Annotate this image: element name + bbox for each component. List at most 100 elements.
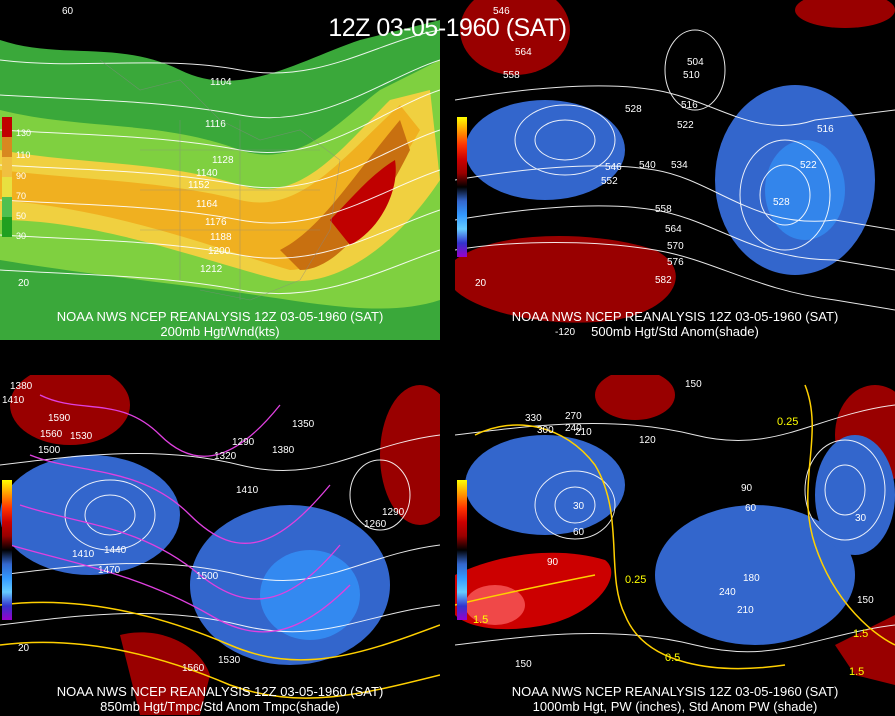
panel-500mb: 564 558 546 510 504 516 528 522 546 540 … [455, 0, 895, 340]
legend-label: 30 [16, 231, 27, 241]
svg-text:1176: 1176 [205, 217, 227, 228]
svg-text:60: 60 [745, 503, 757, 514]
svg-text:90: 90 [741, 483, 753, 494]
svg-text:-120: -120 [555, 327, 575, 338]
svg-text:180: 180 [743, 573, 760, 584]
svg-text:516: 516 [817, 124, 834, 135]
svg-text:552: 552 [601, 176, 618, 187]
svg-text:1290: 1290 [232, 437, 255, 448]
panel-caption-source: NOAA NWS NCEP REANALYSIS 12Z 03-05-1960 … [511, 309, 839, 324]
svg-text:1590: 1590 [48, 413, 71, 424]
svg-text:1380: 1380 [10, 381, 33, 392]
svg-text:570: 570 [667, 241, 684, 252]
svg-text:0.25: 0.25 [777, 416, 798, 428]
map-1000mb: 330 300 270 240 210 150 120 90 60 30 180… [455, 375, 895, 685]
legend-label: 50 [16, 211, 27, 221]
svg-text:1.5: 1.5 [849, 666, 864, 678]
map-title: 12Z 03-05-1960 (SAT) [328, 14, 567, 42]
map-200mb: 1104 1116 1128 1140 1152 1164 1176 1188 … [0, 6, 440, 340]
map-850mb: 1380 1410 1560 1590 1530 1500 1350 1320 … [0, 375, 440, 715]
svg-text:240: 240 [565, 423, 582, 434]
svg-text:300: 300 [537, 425, 554, 436]
svg-text:120: 120 [639, 435, 656, 446]
svg-text:1104: 1104 [210, 77, 232, 88]
svg-text:0.25: 0.25 [625, 574, 646, 586]
svg-text:270: 270 [565, 411, 582, 422]
svg-text:546: 546 [493, 6, 510, 17]
svg-text:30: 30 [855, 513, 867, 524]
svg-text:1200: 1200 [208, 246, 231, 257]
svg-text:150: 150 [857, 595, 874, 606]
svg-text:546: 546 [605, 162, 622, 173]
svg-text:522: 522 [800, 160, 817, 171]
svg-text:240: 240 [719, 587, 736, 598]
svg-text:20: 20 [18, 278, 30, 289]
svg-text:534: 534 [671, 160, 688, 171]
svg-text:1350: 1350 [292, 419, 315, 430]
svg-text:60: 60 [62, 6, 74, 17]
svg-text:1410: 1410 [2, 395, 25, 406]
legend-label: 130 [16, 128, 32, 138]
svg-text:1140: 1140 [196, 168, 218, 179]
svg-text:1.5: 1.5 [853, 628, 868, 640]
svg-text:576: 576 [667, 257, 684, 268]
svg-text:150: 150 [515, 659, 532, 670]
svg-text:330: 330 [525, 413, 542, 424]
svg-text:522: 522 [677, 120, 694, 131]
panel-caption-field: 500mb Hgt/Std Anom(shade) [591, 324, 759, 339]
panel-1000mb: 330 300 270 240 210 150 120 90 60 30 180… [455, 375, 895, 715]
panel-caption-field: 200mb Hgt/Wnd(kts) [160, 324, 280, 339]
svg-text:1560: 1560 [40, 429, 63, 440]
panel-850mb: 1380 1410 1560 1590 1530 1500 1350 1320 … [0, 375, 440, 715]
svg-text:1128: 1128 [212, 155, 234, 166]
svg-text:582: 582 [655, 275, 672, 286]
svg-text:0.5: 0.5 [665, 652, 680, 664]
svg-text:150: 150 [685, 379, 702, 390]
svg-text:1500: 1500 [38, 445, 61, 456]
map-500mb: 564 558 546 510 504 516 528 522 546 540 … [455, 0, 895, 338]
svg-text:1530: 1530 [70, 431, 93, 442]
svg-text:558: 558 [503, 70, 520, 81]
svg-text:20: 20 [475, 278, 487, 289]
svg-text:1.5: 1.5 [473, 614, 488, 626]
svg-text:1212: 1212 [200, 264, 223, 275]
svg-text:540: 540 [639, 160, 656, 171]
svg-text:504: 504 [687, 57, 704, 68]
svg-text:564: 564 [665, 224, 682, 235]
panel-caption-field: 850mb Hgt/Tmpc/Std Anom Tmpc(shade) [100, 699, 340, 714]
svg-text:60: 60 [573, 527, 585, 538]
svg-text:210: 210 [575, 427, 592, 438]
svg-text:516: 516 [681, 100, 698, 111]
panel-caption-source: NOAA NWS NCEP REANALYSIS 12Z 03-05-1960 … [511, 684, 839, 699]
svg-text:1116: 1116 [205, 119, 226, 130]
svg-text:1188: 1188 [210, 232, 232, 243]
svg-text:1320: 1320 [214, 451, 237, 462]
svg-text:90: 90 [547, 557, 559, 568]
svg-text:528: 528 [625, 104, 642, 115]
svg-text:1152: 1152 [188, 180, 210, 191]
panel-caption-source: NOAA NWS NCEP REANALYSIS 12Z 03-05-1960 … [56, 309, 384, 324]
svg-text:1164: 1164 [196, 199, 218, 210]
svg-text:558: 558 [655, 204, 672, 215]
svg-text:1380: 1380 [272, 445, 295, 456]
svg-text:1440: 1440 [104, 545, 127, 556]
svg-text:528: 528 [773, 197, 790, 208]
svg-text:564: 564 [515, 47, 532, 58]
svg-text:30: 30 [573, 501, 585, 512]
svg-text:1410: 1410 [72, 549, 95, 560]
svg-text:1410: 1410 [236, 485, 259, 496]
panel-200mb: 1104 1116 1128 1140 1152 1164 1176 1188 … [0, 0, 440, 340]
svg-text:1260: 1260 [364, 519, 387, 530]
svg-text:1470: 1470 [98, 565, 121, 576]
svg-text:20: 20 [18, 643, 30, 654]
panel-caption-source: NOAA NWS NCEP REANALYSIS 12Z 03-05-1960 … [56, 684, 384, 699]
svg-text:1530: 1530 [218, 655, 241, 666]
legend-label: 90 [16, 171, 27, 181]
svg-text:510: 510 [683, 70, 700, 81]
svg-text:1290: 1290 [382, 507, 405, 518]
svg-text:210: 210 [737, 605, 754, 616]
svg-text:1500: 1500 [196, 571, 219, 582]
legend-label: 110 [16, 150, 31, 160]
panel-caption-field: 1000mb Hgt, PW (inches), Std Anom PW (sh… [532, 699, 818, 714]
svg-text:1560: 1560 [182, 663, 205, 674]
